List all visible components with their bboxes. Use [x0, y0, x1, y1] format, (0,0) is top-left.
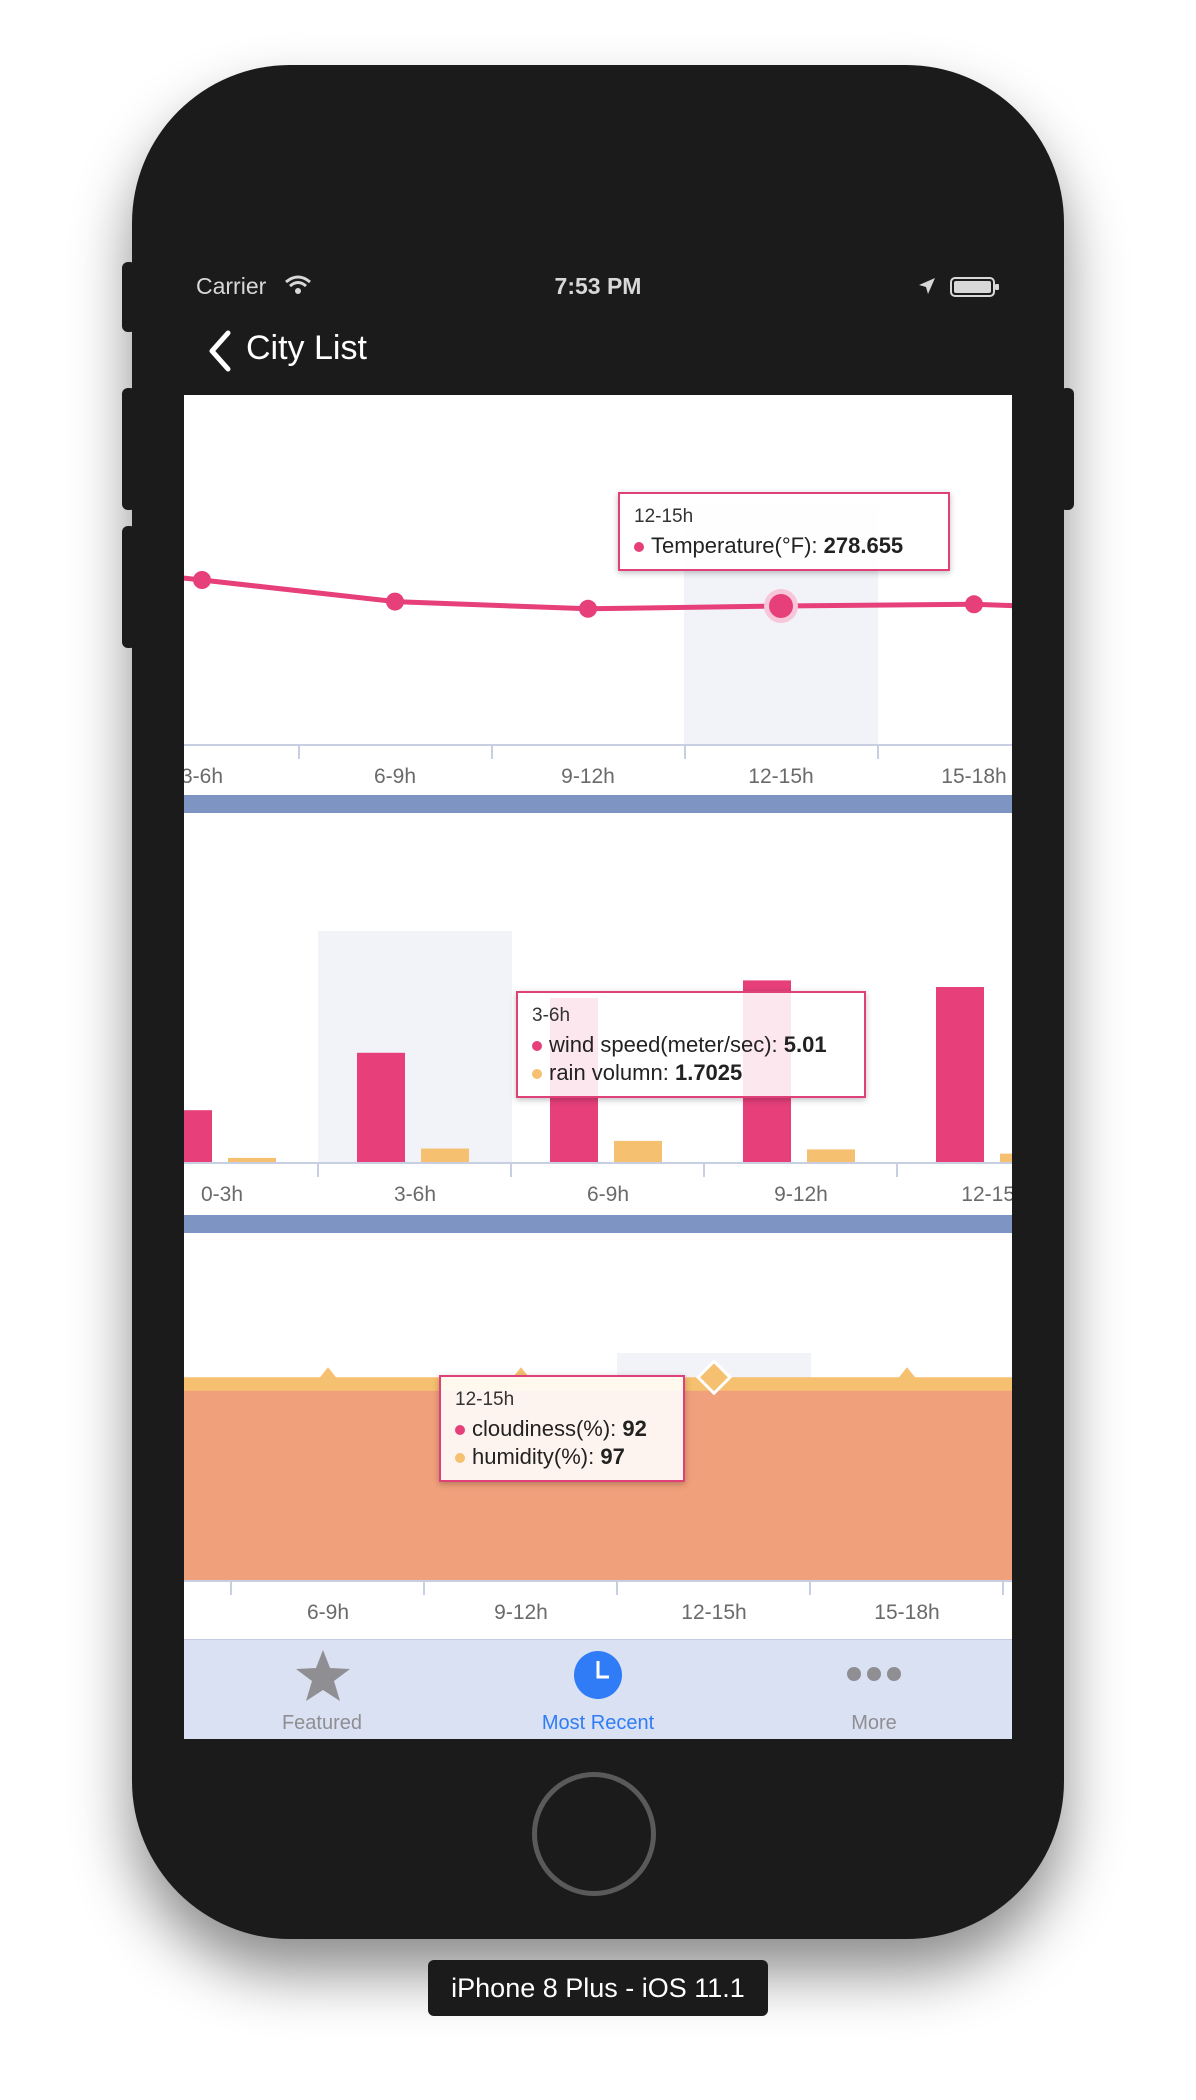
tab-featured[interactable]: Featured: [222, 1640, 422, 1739]
tooltip-label: Temperature(°F):: [651, 533, 818, 558]
temperature-point: [579, 599, 597, 618]
tooltip-title: 3-6h: [532, 1005, 571, 1026]
tooltip-value: 1.7025: [674, 1060, 743, 1085]
status-time: 7:53 PM: [554, 273, 642, 299]
carrier-label: Carrier: [196, 273, 267, 299]
humidity-point: [899, 1367, 915, 1388]
tooltip-row: Temperature(°F): 278.655: [634, 533, 934, 559]
wind-speed-bar: [357, 1052, 405, 1163]
tab-label: Featured: [281, 1712, 363, 1734]
series-dot: [455, 1425, 465, 1436]
navigation-bar: City List: [184, 307, 1012, 395]
mute-switch: [122, 262, 136, 332]
cloud-humidity-tooltip: 12-15h cloudiness(%): 92 humidity(%): 97: [439, 1375, 685, 1482]
tooltip-value: 5.01: [783, 1032, 827, 1057]
temperature-point: [965, 595, 983, 614]
wind-rain-bar-chart: 0-3h 3-6h 6-9h 9-12h 12-15h: [184, 931, 1012, 1206]
more-icon: [847, 1667, 901, 1681]
tooltip-label: rain volumn:: [549, 1060, 669, 1085]
series-dot: [532, 1041, 542, 1052]
home-button[interactable]: [532, 1772, 656, 1896]
cloudiness-area: [184, 1390, 1012, 1581]
cloud-humidity-chart[interactable]: 6-9h 9-12h 12-15h 15-18h 12-15h cloudiness(…: [184, 1233, 1012, 1639]
device-label: iPhone 8 Plus - iOS 11.1: [428, 1960, 768, 2016]
tooltip-row: rain volumn: 1.7025: [532, 1060, 850, 1086]
x-tick-label: 12-15h: [961, 1183, 1012, 1206]
tab-most-recent[interactable]: Most Recent: [498, 1640, 698, 1739]
battery-icon: [950, 277, 999, 297]
tab-label: More: [851, 1712, 897, 1734]
series-dot: [532, 1069, 542, 1080]
x-tick-label: 3-6h: [184, 765, 223, 788]
back-button[interactable]: [204, 329, 234, 373]
tab-more[interactable]: More: [774, 1640, 974, 1739]
temperature-line-chart: 3-6h 6-9h 9-12h 12-15h 15-18h: [184, 505, 1012, 788]
x-tick-label: 12-15h: [681, 1601, 746, 1624]
series-dot: [634, 542, 644, 553]
rain-volume-bar: [421, 1148, 469, 1163]
x-tick-label: 6-9h: [374, 765, 416, 788]
tooltip-row: cloudiness(%): 92: [455, 1416, 669, 1442]
tooltip-row: humidity(%): 97: [455, 1444, 669, 1470]
wind-rain-chart[interactable]: 0-3h 3-6h 6-9h 9-12h 12-15h 3-6h wind speed(…: [184, 813, 1012, 1215]
temperature-point: [769, 594, 793, 619]
active-humidity-point: [695, 1359, 733, 1396]
temperature-point: [386, 592, 404, 611]
highlight-band: [318, 931, 512, 1163]
wind-rain-tooltip: 3-6h wind speed(meter/sec): 5.01 rain vo…: [516, 991, 866, 1098]
temperature-point: [193, 571, 211, 589]
status-bar: Carrier 7:53 PM: [184, 265, 1012, 307]
rain-volume-bar: [614, 1140, 662, 1163]
star-icon: [296, 1650, 350, 1701]
tooltip-row: wind speed(meter/sec): 5.01: [532, 1032, 850, 1058]
chevron-left-icon: [209, 330, 231, 372]
x-tick-label: 12-15h: [748, 765, 813, 788]
series-dot: [455, 1453, 465, 1464]
x-tick-label: 3-6h: [394, 1183, 436, 1206]
tooltip-value: 92: [622, 1416, 647, 1441]
x-tick-label: 0-3h: [201, 1183, 243, 1206]
temperature-tooltip: 12-15h Temperature(°F): 278.655: [618, 492, 950, 571]
wind-speed-bar: [184, 1110, 212, 1163]
tooltip-title: 12-15h: [634, 506, 694, 527]
tooltip-label: wind speed(meter/sec):: [549, 1032, 778, 1057]
temperature-chart[interactable]: 3-6h 6-9h 9-12h 12-15h 15-18h 12-15h Tempera…: [184, 395, 1012, 795]
tooltip-value: 97: [600, 1444, 625, 1469]
chart-divider: [184, 795, 1012, 813]
tooltip-label: humidity(%):: [472, 1444, 595, 1469]
x-tick-label: 9-12h: [561, 765, 615, 788]
rain-volume-bar: [1000, 1153, 1012, 1163]
location-arrow-icon: [919, 278, 935, 294]
x-tick-label: 15-18h: [941, 765, 1006, 788]
tab-bar: Featured Most Recent More: [184, 1639, 1012, 1739]
clock-icon: [574, 1651, 622, 1699]
app-screen: Carrier 7:53 PM City List 3-6h 6-9h 9-12h 1…: [184, 265, 1012, 1739]
wind-speed-bar: [936, 987, 984, 1163]
tooltip-label: cloudiness(%):: [472, 1416, 617, 1441]
x-tick-label: 9-12h: [494, 1601, 548, 1624]
x-tick-label: 6-9h: [307, 1601, 349, 1624]
tooltip-value: 278.655: [823, 533, 904, 558]
rain-volume-bar: [228, 1157, 276, 1163]
power-button: [1060, 388, 1074, 510]
volume-down-button: [122, 526, 136, 648]
wifi-icon: [285, 275, 311, 294]
x-tick-label: 9-12h: [774, 1183, 828, 1206]
x-tick-label: 15-18h: [874, 1601, 939, 1624]
tab-label: Most Recent: [541, 1712, 655, 1734]
volume-up-button: [122, 388, 136, 510]
x-tick-label: 6-9h: [587, 1183, 629, 1206]
rain-volume-bar: [807, 1149, 855, 1163]
back-button-label[interactable]: City List: [246, 329, 367, 367]
temperature-series-line: [184, 575, 1012, 612]
tooltip-title: 12-15h: [455, 1389, 515, 1410]
humidity-point: [320, 1367, 336, 1388]
chart-divider: [184, 1215, 1012, 1233]
